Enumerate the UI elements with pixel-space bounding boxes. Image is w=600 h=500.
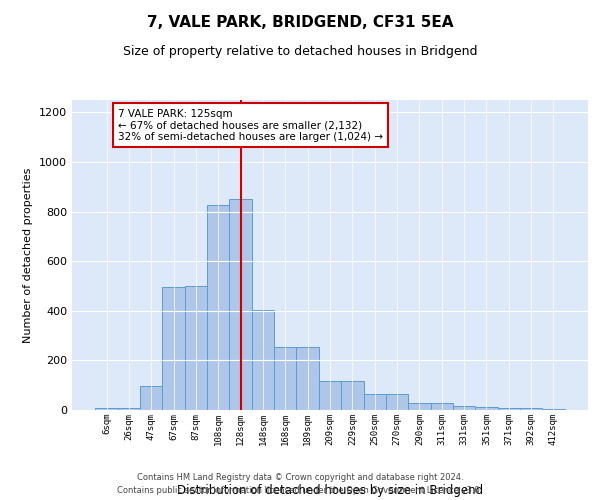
- Bar: [497, 408, 520, 410]
- Text: Contains public sector information licensed under the Open Government Licence v3: Contains public sector information licen…: [118, 486, 482, 495]
- Bar: [475, 407, 497, 410]
- Bar: [296, 347, 319, 410]
- Y-axis label: Number of detached properties: Number of detached properties: [23, 168, 34, 342]
- Bar: [229, 199, 252, 410]
- Bar: [274, 347, 296, 410]
- Bar: [341, 382, 364, 410]
- Bar: [520, 408, 542, 410]
- Bar: [453, 406, 475, 410]
- Bar: [319, 382, 341, 410]
- Bar: [185, 286, 207, 410]
- Bar: [386, 394, 408, 410]
- Bar: [252, 310, 274, 410]
- Text: 7 VALE PARK: 125sqm
← 67% of detached houses are smaller (2,132)
32% of semi-det: 7 VALE PARK: 125sqm ← 67% of detached ho…: [118, 108, 383, 142]
- Bar: [542, 409, 565, 410]
- Text: Size of property relative to detached houses in Bridgend: Size of property relative to detached ho…: [123, 45, 477, 58]
- Bar: [140, 386, 163, 410]
- Bar: [364, 394, 386, 410]
- Text: 7, VALE PARK, BRIDGEND, CF31 5EA: 7, VALE PARK, BRIDGEND, CF31 5EA: [147, 15, 453, 30]
- Bar: [408, 402, 431, 410]
- Bar: [95, 408, 118, 410]
- X-axis label: Distribution of detached houses by size in Bridgend: Distribution of detached houses by size …: [177, 484, 483, 497]
- Bar: [207, 206, 229, 410]
- Bar: [163, 287, 185, 410]
- Bar: [118, 408, 140, 410]
- Bar: [431, 402, 453, 410]
- Text: Contains HM Land Registry data © Crown copyright and database right 2024.: Contains HM Land Registry data © Crown c…: [137, 474, 463, 482]
